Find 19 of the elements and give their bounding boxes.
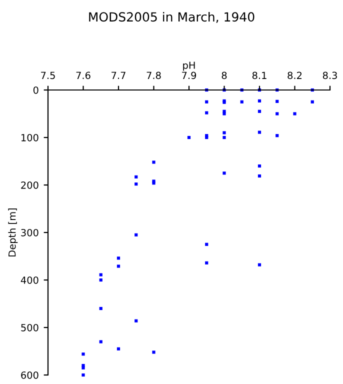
y-tick-label: 200 <box>21 181 38 189</box>
x-tick-label: 8.2 <box>288 72 302 80</box>
y-tick-label: 600 <box>21 371 38 379</box>
chart-title: MODS2005 in March, 1940 <box>89 12 254 23</box>
x-tick-label: 8.3 <box>322 72 337 80</box>
x-tick-label: 7.8 <box>146 72 161 80</box>
x-tick-label: 8.1 <box>252 72 266 80</box>
y-axis-title: Depth [m] <box>8 208 18 256</box>
x-tick-label: 7.7 <box>112 72 126 79</box>
x-tick-label: 8 <box>222 72 227 80</box>
x-tick-label: 7.6 <box>76 72 90 80</box>
y-tick-label: 0 <box>33 86 38 94</box>
x-tick-label: 7.9 <box>182 72 196 80</box>
x-tick-label: 7.5 <box>41 72 55 80</box>
x-axis-title: pH <box>183 62 195 71</box>
y-tick-label: 300 <box>21 228 38 236</box>
y-tick-label: 100 <box>21 134 38 142</box>
y-tick-label: 500 <box>21 324 38 332</box>
y-tick-label: 400 <box>20 276 38 284</box>
